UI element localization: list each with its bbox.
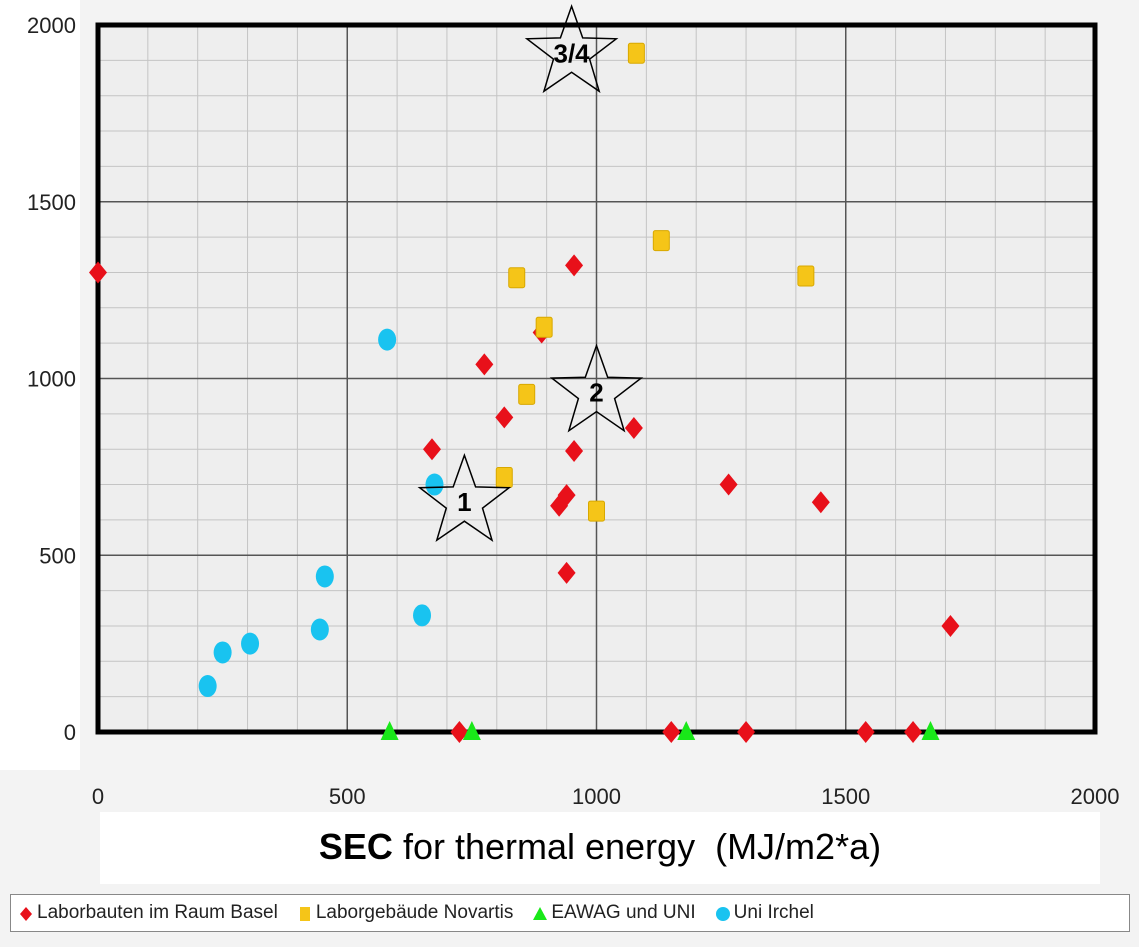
y-tick-label: 2000	[27, 13, 76, 38]
x-tick-label: 500	[329, 784, 366, 809]
data-point	[475, 353, 494, 376]
x-tick-label: 1000	[572, 784, 621, 809]
data-point	[797, 265, 815, 287]
legend-marker	[715, 907, 730, 921]
y-tick-label: 0	[64, 720, 76, 745]
data-point	[213, 641, 232, 664]
x-axis-label: SEC for thermal energy (MJ/m2*a)	[100, 826, 1100, 868]
data-point	[89, 261, 107, 284]
series-4	[198, 328, 444, 698]
legend-label: Laborgebäude Novartis	[315, 902, 514, 923]
data-point	[422, 438, 441, 461]
x-tick-label: 1500	[821, 784, 870, 809]
data-point	[921, 721, 940, 740]
plot-frame	[95, 22, 1098, 735]
x-axis-label-bold: SEC	[318, 826, 393, 867]
star-annotation-label: 2	[589, 378, 603, 408]
data-point	[662, 721, 681, 743]
data-point	[737, 721, 756, 743]
data-point	[557, 484, 576, 507]
legend: Laborbauten im Raum Basel Laborgebäude No…	[10, 894, 1130, 932]
data-point	[535, 316, 553, 338]
data-point	[565, 439, 584, 462]
series-3	[380, 721, 940, 740]
x-axis-label-rest: for thermal energy (MJ/m2*a)	[392, 826, 882, 867]
legend-item-3: EAWAG und UNI	[531, 902, 696, 924]
data-point	[941, 614, 960, 637]
data-point	[518, 383, 536, 405]
legend-label: Uni Irchel	[733, 902, 814, 923]
y-axis-background	[0, 0, 80, 770]
star-annotation-label: 3/4	[553, 38, 590, 68]
y-tick-label: 1000	[27, 367, 76, 392]
data-point	[378, 328, 397, 351]
data-point	[413, 604, 432, 627]
data-point	[241, 632, 260, 655]
legend-label: EAWAG und UNI	[551, 902, 696, 923]
data-point	[310, 618, 329, 641]
data-point	[198, 675, 217, 698]
star-annotation	[524, 4, 619, 94]
data-point	[380, 721, 399, 740]
data-point	[462, 721, 481, 740]
data-point	[811, 491, 830, 514]
data-point	[315, 565, 334, 588]
legend-label: Laborbauten im Raum Basel	[37, 902, 278, 923]
data-point	[588, 500, 605, 522]
star-annotation	[417, 452, 512, 543]
data-point	[557, 561, 576, 584]
x-tick-label: 0	[92, 784, 104, 809]
data-point	[495, 466, 513, 488]
data-point	[719, 473, 738, 496]
data-point	[652, 230, 670, 252]
legend-item-4: Uni Irchel	[714, 902, 814, 924]
star-annotation-label: 1	[457, 487, 471, 517]
legend-item-1: Laborbauten im Raum Basel	[17, 902, 278, 924]
y-tick-label: 1500	[27, 190, 76, 215]
x-axis-label-box: SEC for thermal energy (MJ/m2*a)	[100, 812, 1100, 884]
data-point	[425, 473, 444, 496]
data-point	[904, 721, 923, 743]
data-point	[624, 416, 643, 439]
x-tick-label: 2000	[1071, 784, 1120, 809]
data-point	[508, 267, 526, 289]
data-point	[565, 254, 584, 277]
data-point	[627, 42, 645, 64]
data-point	[677, 721, 696, 740]
data-point	[856, 721, 875, 743]
star-annotation	[549, 343, 644, 433]
y-tick-label: 500	[39, 543, 76, 568]
data-point	[495, 406, 514, 429]
series-2	[495, 42, 815, 522]
legend-marker	[299, 907, 310, 921]
legend-marker	[533, 907, 548, 920]
legend-marker	[20, 907, 32, 921]
series-1	[89, 254, 960, 743]
legend-item-2: Laborgebäude Novartis	[296, 902, 514, 924]
data-point	[450, 721, 469, 743]
